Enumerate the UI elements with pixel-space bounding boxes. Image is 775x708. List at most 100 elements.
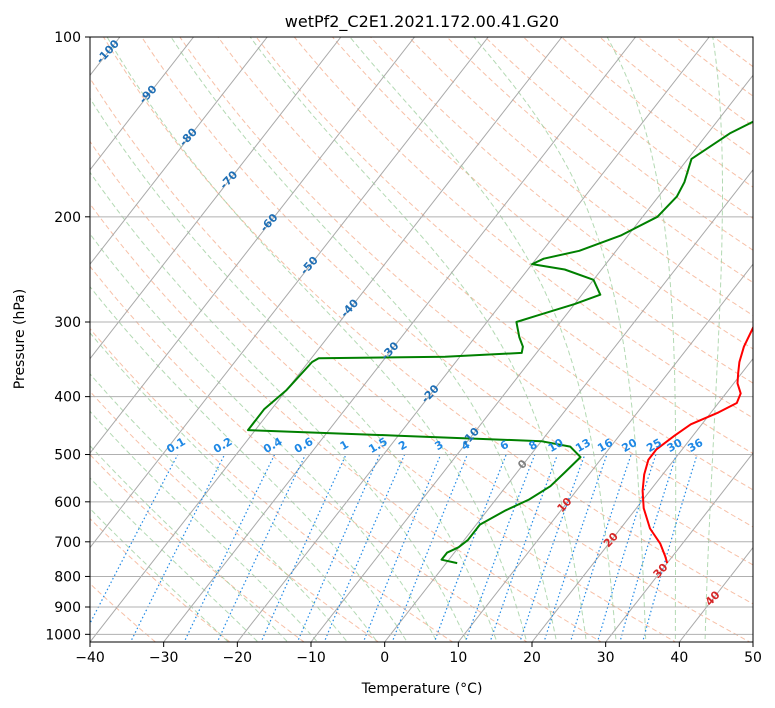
dry-adiabat-line: [446, 37, 753, 284]
plot-background-lines: [0, 24, 753, 647]
dry-adiabat-line: [331, 37, 753, 384]
dry-adiabat-line: [217, 37, 753, 491]
mixing-ratio-label: 3: [432, 438, 445, 453]
moist-adiabat-line: [90, 97, 498, 642]
x-tick-label: 0: [380, 650, 389, 666]
mixing-ratio-line: [519, 454, 586, 642]
dry-adiabat-line: [102, 37, 753, 605]
moist-adiabat-line: [90, 233, 438, 642]
isotherm-label: -50: [298, 254, 321, 278]
dry-adiabat-line: [0, 24, 12, 647]
mixing-ratio-label: 20: [620, 436, 640, 455]
isotherm-label: -90: [137, 82, 160, 106]
y-tick-label: 800: [54, 569, 81, 585]
mixing-ratio-label: 0.2: [211, 435, 234, 456]
isotherm-label: -40: [338, 296, 361, 320]
isotherm-line: [310, 74, 753, 642]
mixing-ratio-line: [391, 454, 468, 642]
moist-adiabat-line: [90, 444, 289, 642]
isotherm-line: [163, 37, 636, 642]
dry-adiabat-line: [255, 37, 753, 455]
isotherm-label: -100: [94, 37, 123, 66]
isotherm-line: [531, 357, 753, 642]
dry-adiabat-line: [90, 265, 528, 642]
y-tick-label: 700: [54, 535, 81, 551]
dry-adiabat-line: [675, 37, 753, 97]
mixing-ratio-line: [433, 454, 507, 642]
x-tick-label: −40: [75, 650, 105, 666]
mixing-ratio-line: [464, 454, 536, 642]
y-tick-label: 400: [54, 390, 81, 406]
mixing-ratio-line: [90, 454, 179, 625]
y-tick-label: 200: [54, 210, 81, 226]
dry-adiabat-line: [522, 37, 753, 219]
dry-adiabat-line: [90, 453, 305, 642]
isotherm-line: [90, 37, 342, 360]
isotherm-label: -60: [258, 211, 281, 235]
moist-adiabat-line: [249, 37, 587, 642]
dry-adiabat-line: [293, 37, 753, 419]
dry-adiabat-line: [90, 583, 157, 642]
mixing-ratio-label: 10: [546, 436, 566, 455]
series-layer: [247, 120, 753, 565]
mixing-ratio-line: [543, 454, 608, 642]
mixing-ratio-line: [641, 454, 698, 642]
dry-adiabat-line: [179, 37, 753, 528]
moist-adiabat-line: [606, 37, 677, 642]
moist-adiabat-line: [90, 373, 348, 642]
dry-adiabat-line: [369, 37, 753, 350]
mixing-ratio-label: 25: [644, 436, 664, 455]
moist-adiabat-line: [90, 285, 408, 642]
mixing-ratio-label: 36: [686, 436, 706, 455]
y-tick-label: 900: [54, 600, 81, 616]
chart-title: wetPf2_C2E1.2021.172.00.41.G20: [285, 12, 559, 32]
y-tick-label: 100: [54, 30, 81, 46]
mixing-ratio-label: 0.4: [261, 435, 285, 456]
line-labels: 0.1 0.2 0.4 0.6 1 1.5 2 3 4 6 8 10 13 16 20 25 30 36-100-…: [94, 37, 723, 608]
x-tick-label: −10: [296, 650, 326, 666]
isotherm-label: -20: [419, 382, 442, 406]
pressure-gridlines: [90, 37, 753, 635]
x-axis-ticks: −40 −30 −20 −10 0 10 20 30 40 50: [75, 642, 762, 666]
plot-frame: [89, 36, 754, 643]
moist-adiabat-line: [90, 507, 230, 642]
mixing-ratio-line: [323, 454, 406, 642]
dry-adiabat-line: [713, 37, 753, 68]
mixing-ratio-label: 16: [595, 436, 615, 455]
isotherm-line: [236, 37, 710, 642]
isotherm-line: [384, 168, 753, 642]
moist-adiabat-line: [90, 410, 319, 642]
mixing-ratio-line: [129, 454, 226, 642]
x-tick-label: −30: [149, 650, 179, 666]
isotherm-line: [90, 37, 415, 454]
y-axis-label: Pressure (hPa): [12, 289, 28, 389]
y-axis-ticks: 1000 900 800 700 600 500 400 300 200 100: [45, 30, 90, 643]
isotherm-label: -30: [378, 339, 401, 363]
mixing-ratio-line: [489, 454, 559, 642]
isotherm-line: [457, 263, 753, 642]
moist-adiabat-line: [349, 37, 617, 642]
isotherm-line: [90, 37, 194, 171]
mixing-ratio-line: [362, 454, 442, 642]
mixing-ratio-line: [619, 454, 677, 642]
isotherm-line: [605, 452, 753, 642]
moist-adiabat-line: [473, 37, 647, 642]
y-tick-label: 600: [54, 495, 81, 511]
isotherm-label: -70: [217, 168, 240, 192]
y-tick-label: 300: [54, 315, 81, 331]
x-tick-label: 40: [670, 650, 688, 666]
x-tick-label: 10: [449, 650, 467, 666]
y-tick-label: 1000: [45, 627, 81, 643]
dry-adiabat-line: [90, 517, 231, 642]
moist-adiabat-line: [106, 37, 528, 642]
isotherm-label: 20: [601, 530, 621, 550]
mixing-ratio-label: 0.1: [164, 435, 187, 456]
moist-adiabat-line: [704, 37, 723, 642]
mixing-ratio-line: [216, 454, 306, 642]
dry-adiabat-line: [90, 140, 677, 642]
moist-adiabat-line: [90, 477, 259, 642]
moist-adiabat-line: [170, 37, 558, 642]
mixing-ratio-label: 1: [338, 438, 351, 453]
dry-adiabat-line: [141, 37, 753, 566]
